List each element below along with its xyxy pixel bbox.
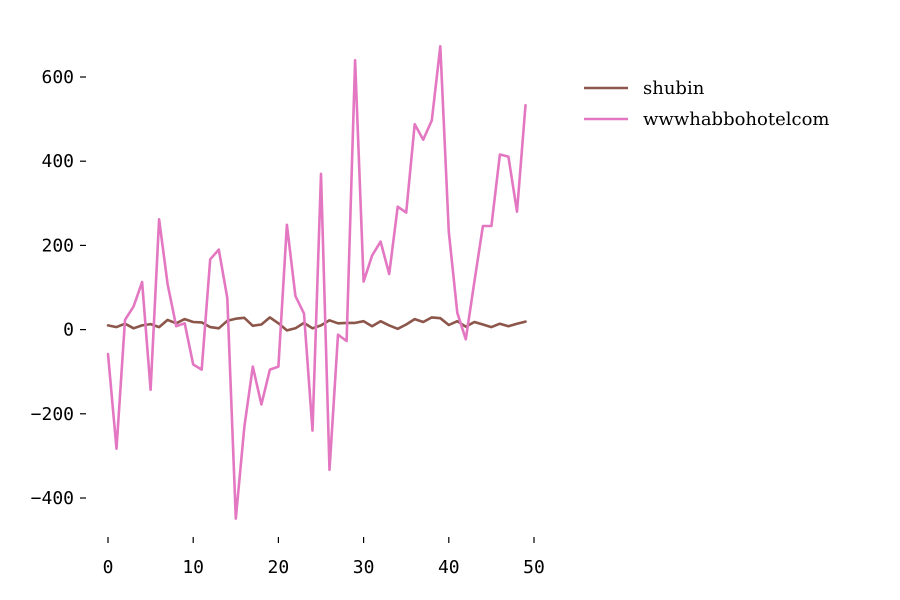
plot-area — [106, 44, 527, 520]
x-tick-label: 0 — [103, 557, 114, 578]
y-tick-label: −200 — [31, 404, 74, 425]
x-tick-label: 40 — [438, 557, 460, 578]
y-tick-label: −400 — [31, 488, 74, 509]
y-tick-label: 200 — [41, 235, 74, 256]
y-axis: −400 −200 0 200 400 600 — [31, 67, 86, 509]
y-tick-label: 400 — [41, 151, 74, 172]
y-tick-label: 0 — [63, 320, 74, 341]
x-axis: 0 10 20 30 40 50 — [103, 537, 545, 578]
x-tick-label: 30 — [353, 557, 375, 578]
x-tick-label: 20 — [268, 557, 290, 578]
legend-label: wwwhabbohotelcom — [643, 109, 830, 130]
x-tick-label: 50 — [523, 557, 545, 578]
y-tick-label: 600 — [41, 67, 74, 88]
legend: shubin wwwhabbohotelcom — [584, 78, 830, 130]
x-tick-label: 10 — [182, 557, 204, 578]
series-line-wwwhabbohotelcom — [106, 44, 527, 520]
legend-label: shubin — [643, 78, 705, 99]
